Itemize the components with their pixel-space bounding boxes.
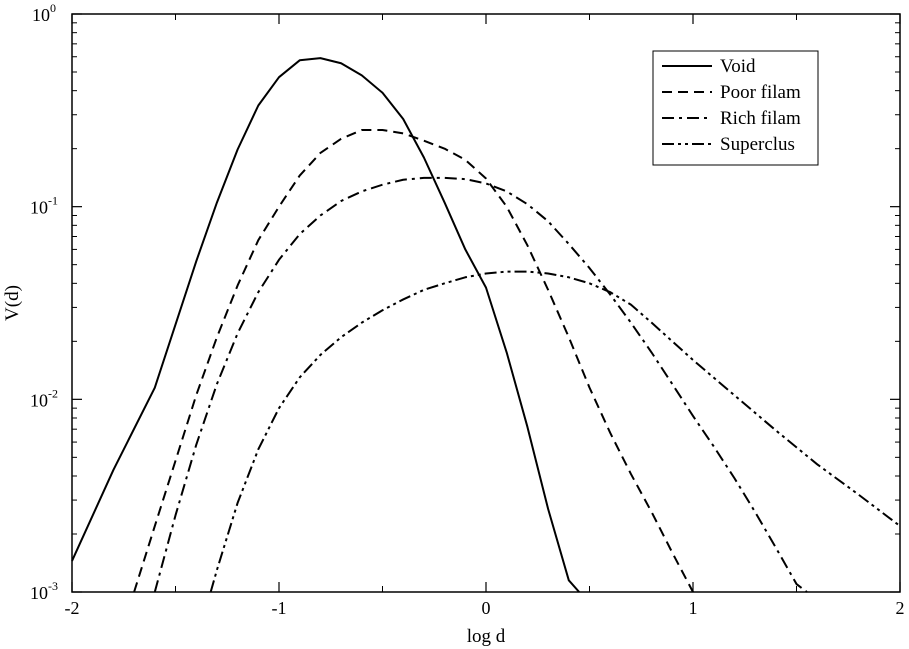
plot-frame	[71, 13, 901, 593]
y-tick-label: 10-2	[30, 386, 58, 410]
x-axis-label: log d	[467, 626, 506, 647]
legend-label: Poor filam	[720, 82, 801, 103]
legend-label: Superclus	[720, 134, 795, 155]
series-line-superclus	[209, 270, 901, 593]
y-tick-label: 100	[32, 1, 56, 25]
y-tick-label: 10-3	[30, 579, 58, 603]
x-tick-label: 0	[482, 598, 491, 618]
series-line-rich-filam	[153, 176, 808, 593]
series-line-poor-filam	[133, 129, 694, 593]
x-tick-label: 2	[896, 598, 905, 618]
series-layer	[71, 57, 901, 593]
y-tick-label: 10-1	[30, 194, 58, 218]
legend: Void Poor filam Rich filam Superclus	[652, 50, 819, 166]
x-tick-label: -2	[65, 598, 80, 618]
x-tick-label: -1	[272, 598, 287, 618]
y-axis-label: V(d)	[2, 285, 23, 321]
legend-label: Void	[720, 56, 756, 77]
x-tick-label: 1	[689, 598, 698, 618]
legend-label: Rich filam	[720, 108, 801, 129]
series-line-void	[71, 57, 580, 593]
legend-box	[652, 50, 819, 166]
